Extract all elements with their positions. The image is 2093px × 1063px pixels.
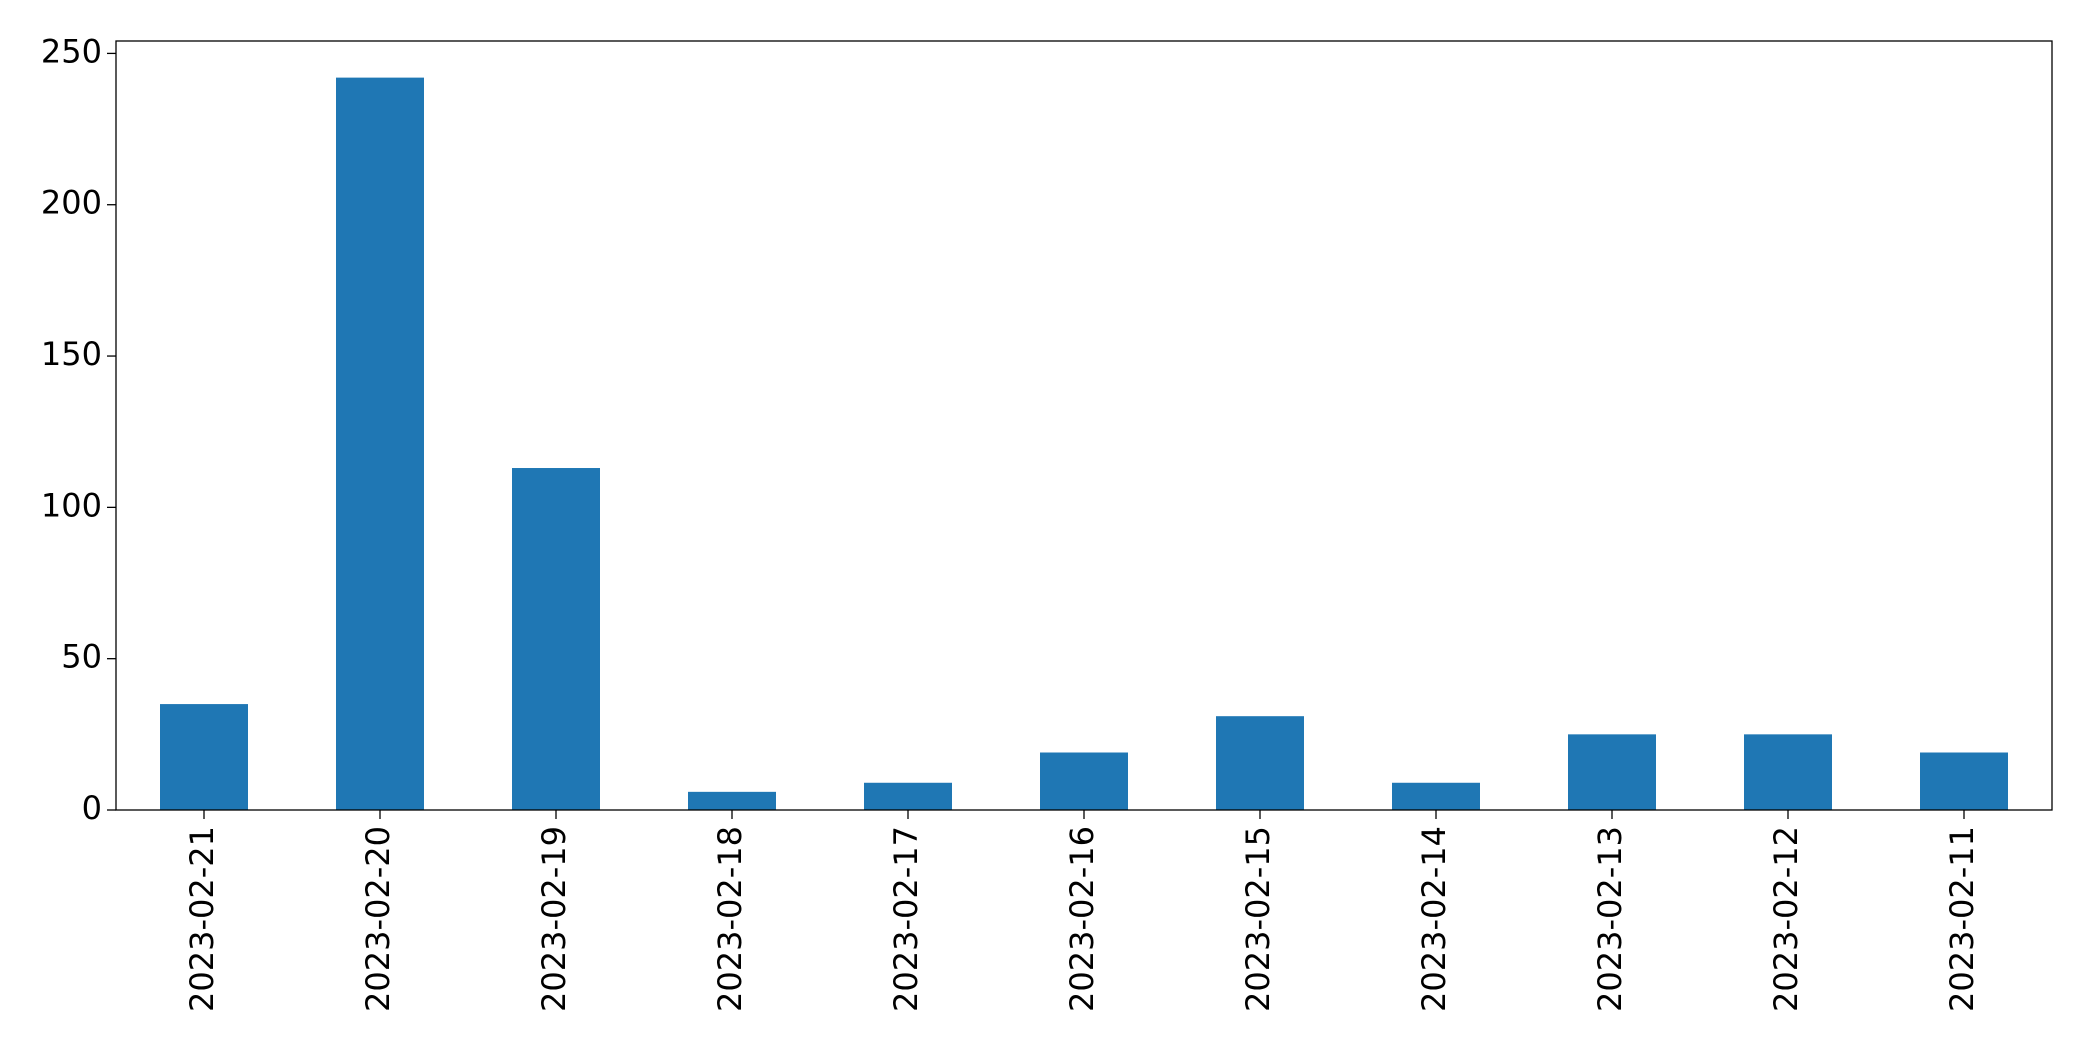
y-tick-label: 200 <box>41 184 102 222</box>
x-tick-label: 2023-02-16 <box>1063 826 1101 1012</box>
y-tick-label: 0 <box>82 789 102 827</box>
x-tick-label: 2023-02-14 <box>1415 826 1453 1012</box>
x-tick-label: 2023-02-17 <box>887 826 925 1012</box>
bar <box>1216 716 1304 810</box>
bar <box>1920 752 2008 810</box>
x-tick-label: 2023-02-11 <box>1943 826 1981 1012</box>
y-tick-label: 50 <box>61 638 102 676</box>
x-tick-label: 2023-02-20 <box>359 826 397 1012</box>
x-tick-label: 2023-02-12 <box>1767 826 1805 1012</box>
y-tick-label: 250 <box>41 32 102 70</box>
bar <box>1040 752 1128 810</box>
bar <box>1568 734 1656 810</box>
bar <box>864 782 952 810</box>
x-tick-label: 2023-02-15 <box>1239 826 1277 1012</box>
x-tick-label: 2023-02-13 <box>1591 826 1629 1012</box>
bar <box>1744 734 1832 810</box>
bar <box>1392 782 1480 810</box>
bar <box>336 77 424 811</box>
plot-frame <box>115 40 2053 811</box>
bar <box>512 468 600 810</box>
bar <box>160 704 248 810</box>
x-tick-label: 2023-02-18 <box>711 826 749 1012</box>
y-tick-label: 100 <box>41 486 102 524</box>
bar <box>688 791 776 810</box>
y-tick-label: 150 <box>41 335 102 373</box>
x-tick-label: 2023-02-19 <box>535 826 573 1012</box>
x-tick-label: 2023-02-21 <box>183 826 221 1012</box>
